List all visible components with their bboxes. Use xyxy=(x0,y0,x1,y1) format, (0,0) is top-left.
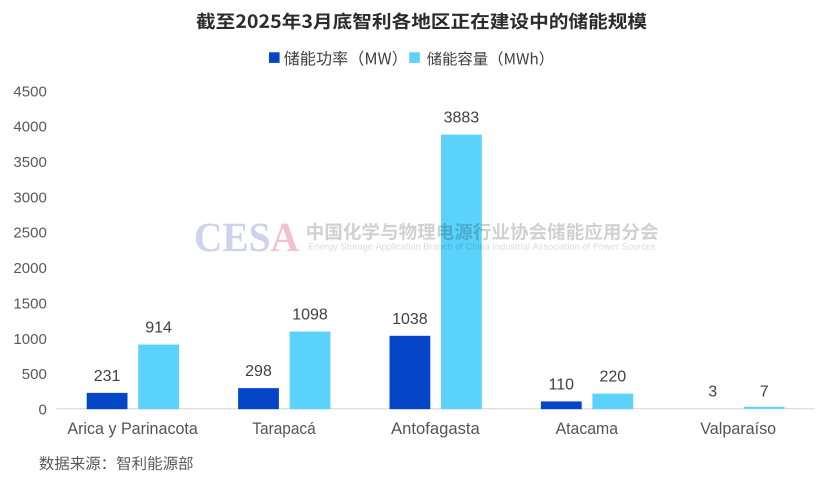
svg-text:3: 3 xyxy=(708,383,717,400)
svg-text:Atacama: Atacama xyxy=(556,419,619,438)
svg-text:4500: 4500 xyxy=(13,83,46,100)
svg-text:7: 7 xyxy=(760,383,769,400)
svg-text:3000: 3000 xyxy=(13,189,46,206)
svg-text:2000: 2000 xyxy=(13,260,46,277)
svg-text:110: 110 xyxy=(549,377,575,394)
svg-text:220: 220 xyxy=(599,369,626,386)
svg-text:914: 914 xyxy=(145,320,172,337)
svg-text:1098: 1098 xyxy=(292,307,328,324)
svg-text:Tarapacá: Tarapacá xyxy=(252,419,316,438)
svg-text:298: 298 xyxy=(245,363,272,380)
svg-text:Arica y Parinacota: Arica y Parinacota xyxy=(67,419,198,438)
svg-text:Valparaíso: Valparaíso xyxy=(700,419,776,438)
svg-text:500: 500 xyxy=(22,366,47,383)
svg-text:0: 0 xyxy=(38,402,46,419)
svg-text:2500: 2500 xyxy=(13,225,46,242)
svg-text:1038: 1038 xyxy=(392,311,428,328)
svg-text:1500: 1500 xyxy=(13,295,46,312)
svg-text:4000: 4000 xyxy=(13,119,46,136)
svg-text:231: 231 xyxy=(94,368,121,385)
svg-text:3883: 3883 xyxy=(444,110,480,127)
svg-text:3500: 3500 xyxy=(13,154,46,171)
svg-text:1000: 1000 xyxy=(13,331,46,348)
svg-text:Antofagasta: Antofagasta xyxy=(391,419,480,438)
